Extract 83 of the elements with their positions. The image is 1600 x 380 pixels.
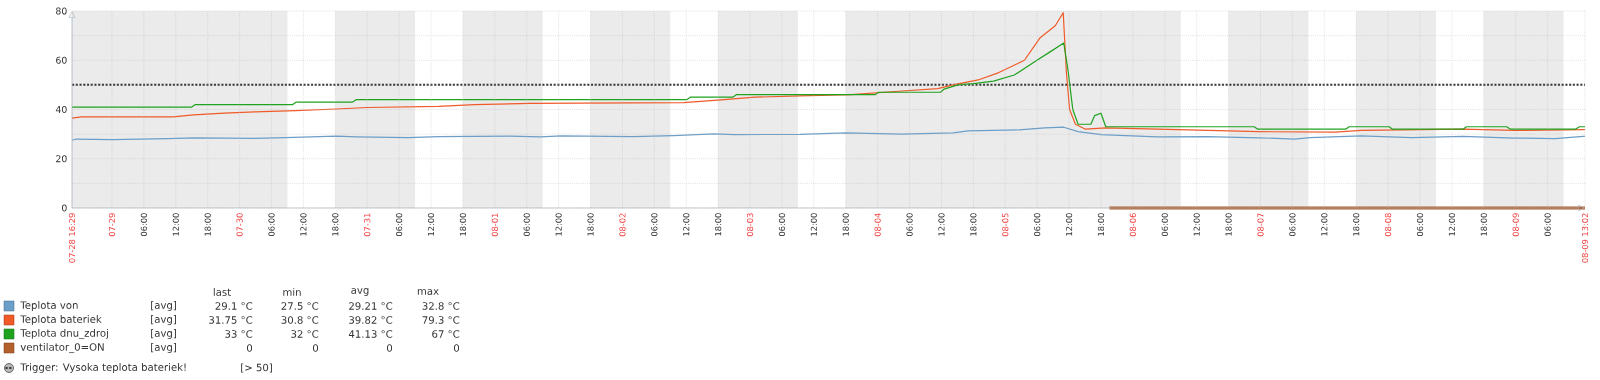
- text: 29.1 °C: [215, 302, 253, 310]
- x-tick-label: 12:00: [300, 213, 307, 236]
- x-tick-label: 06:00: [395, 213, 403, 236]
- x-tick-label: 07-29: [108, 213, 116, 237]
- x-tick-label: 06:00: [140, 213, 148, 236]
- y-tick-label: 60: [56, 56, 67, 64]
- x-tick-label: 07-28 16:29: [68, 213, 76, 263]
- x-tick-label: 08-05: [1002, 213, 1009, 237]
- x-tick-label: 12:00: [1065, 213, 1073, 236]
- text: 67 °C: [432, 330, 460, 338]
- x-tick-label: 06:00: [651, 213, 658, 236]
- x-tick-label: 06:00: [1034, 213, 1041, 236]
- x-tick-label: 18:00: [1097, 213, 1105, 236]
- text: [> 50]: [241, 363, 272, 373]
- x-tick-label: 08-02: [619, 213, 626, 237]
- text: 27.5 °C: [281, 302, 319, 310]
- x-tick-label: 18:00: [1225, 213, 1232, 236]
- x-tick-label: 06:00: [1416, 213, 1424, 236]
- x-tick-label: 08-08: [1384, 213, 1392, 237]
- x-tick-label: 18:00: [204, 213, 211, 236]
- x-tick-label: 12:00: [938, 213, 945, 236]
- text: 32.8 °C: [422, 302, 460, 310]
- x-tick-label: 06:00: [1544, 213, 1551, 236]
- x-tick-label: 06:00: [906, 213, 913, 236]
- text: 29.21 °C: [349, 302, 393, 310]
- text: min: [283, 288, 301, 296]
- x-tick-label: 08-04: [874, 213, 881, 237]
- text: last: [213, 288, 231, 296]
- text: 33 °C: [225, 330, 253, 338]
- x-tick-label: 12:00: [1448, 213, 1456, 236]
- x-tick-label: 12:00: [427, 213, 435, 236]
- x-tick-label: 12:00: [555, 213, 562, 236]
- text: 79.3 °C: [422, 316, 460, 324]
- x-tick-label: 06:00: [778, 213, 786, 236]
- x-tick-label: 08-07: [1257, 213, 1264, 237]
- text: [avg]: [151, 329, 176, 339]
- text: 0: [246, 344, 253, 352]
- x-tick-label: 08-01: [491, 213, 498, 237]
- legend-label: Teplota von: [20, 301, 78, 311]
- x-tick-label: 12:00: [1193, 213, 1200, 236]
- text: [avg]: [151, 343, 176, 353]
- x-tick-label: 12:00: [683, 213, 690, 236]
- x-tick-label: 18:00: [970, 213, 977, 236]
- x-tick-label: 06:00: [523, 213, 530, 236]
- x-tick-label: 12:00: [1321, 213, 1328, 236]
- x-tick-label: 06:00: [1161, 213, 1168, 236]
- text: [avg]: [151, 315, 176, 325]
- x-tick-label: 07-30: [236, 213, 243, 237]
- text: 32 °C: [291, 330, 319, 338]
- x-tick-label: 18:00: [842, 213, 849, 236]
- y-tick-label: 40: [55, 105, 67, 114]
- y-tick-label: 20: [56, 155, 67, 163]
- x-tick-label: 08-09: [1512, 213, 1519, 237]
- text: max: [417, 289, 439, 295]
- legend-label: Teplota bateriek: [20, 315, 102, 325]
- x-tick-label: 18:00: [1353, 213, 1360, 236]
- legend-label: Teplota dnu_zdroj: [20, 328, 108, 340]
- x-tick-label: 18:00: [332, 213, 339, 236]
- x-tick-label: 18:00: [1480, 213, 1487, 236]
- x-tick-label: 12:00: [172, 213, 179, 236]
- x-tick-label: 08-06: [1129, 213, 1137, 237]
- x-tick-label: 18:00: [587, 213, 594, 236]
- text: 0: [386, 344, 393, 352]
- text: 0: [453, 344, 460, 352]
- text: 39.82 °C: [349, 316, 393, 324]
- y-tick-label: 80: [56, 7, 67, 15]
- legend-label: ventilator_0=ON: [20, 342, 104, 354]
- legend-label: Trigger: Vysoka teplota bateriek!: [20, 363, 186, 373]
- x-tick-label: 18:00: [459, 213, 467, 236]
- text: 41.13 °C: [348, 330, 393, 338]
- text: [avg]: [151, 301, 176, 311]
- x-tick-label: 07-31: [364, 213, 371, 237]
- y-tick-label: 0: [61, 204, 67, 212]
- text: 0: [312, 344, 319, 352]
- text: 31.75 °C: [209, 316, 253, 324]
- x-tick-label: 08-09 13:02: [1581, 213, 1589, 263]
- x-tick-label: 08-03: [746, 213, 754, 237]
- text: 30.8 °C: [281, 316, 319, 324]
- x-tick-label: 12:00: [810, 213, 817, 236]
- text: avg: [351, 288, 369, 296]
- x-tick-label: 06:00: [1289, 213, 1296, 236]
- x-tick-label: 18:00: [715, 213, 722, 236]
- x-tick-label: 06:00: [268, 213, 275, 236]
